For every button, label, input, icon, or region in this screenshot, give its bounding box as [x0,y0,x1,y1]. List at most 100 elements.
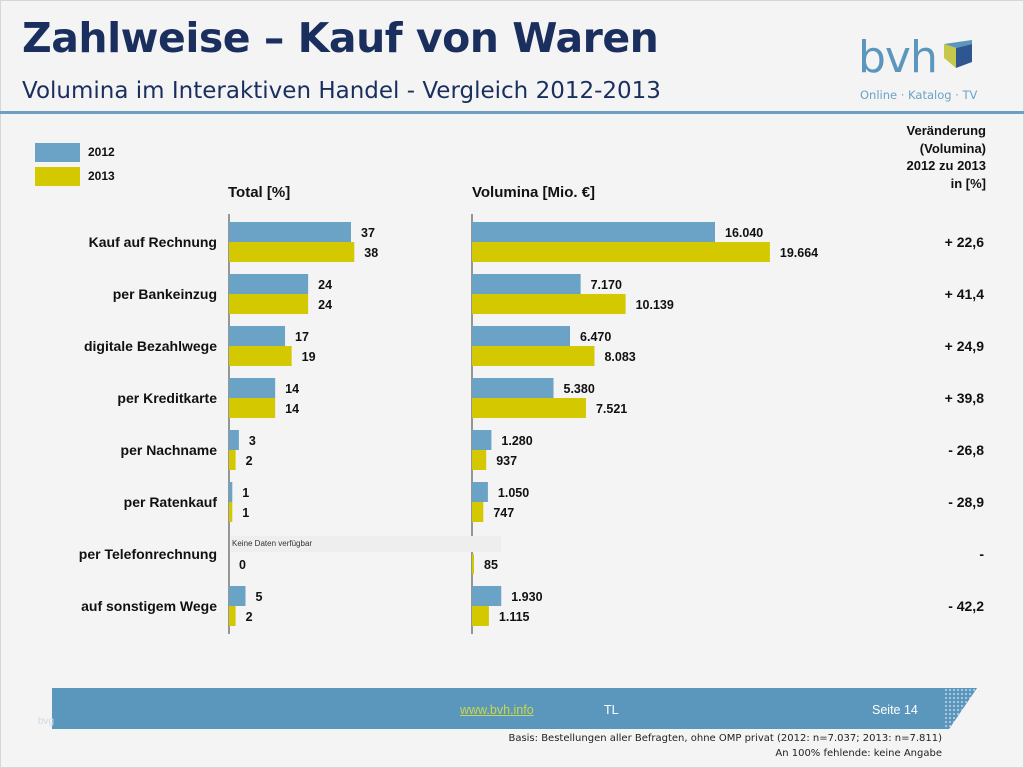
volume-bar-2012 [472,274,581,294]
volume-value-label: 85 [484,558,498,572]
volume-bar-2013 [472,242,770,262]
total-value-label: 0 [239,558,246,572]
footer-author: TL [604,703,619,717]
legend-item-2013: 2013 [35,164,115,188]
volume-value-label: 5.380 [564,382,595,396]
total-value-label: 24 [318,278,332,292]
chart-legend: 2012 2013 [35,140,115,188]
total-bar-2012 [229,430,239,450]
volume-value-label: 1.280 [501,434,532,448]
volume-bar-2013 [472,346,595,366]
legend-label: 2012 [88,145,115,159]
change-header-line: in [%] [950,175,986,191]
legend-item-2012: 2012 [35,140,115,164]
change-value-label: + 41,4 [945,286,985,302]
footer-website-link[interactable]: www.bvh.info [460,703,534,717]
volume-value-label: 1.115 [499,610,530,624]
change-header-line: Veränderung [906,123,986,138]
total-bar-2012 [229,482,233,502]
legend-swatch-2013 [35,166,80,186]
change-value-label: - [979,546,984,562]
total-value-label: 5 [255,590,262,604]
no-data-label: Keine Daten verfügbar [232,539,312,548]
page-title: Zahlweise – Kauf von Waren [22,14,659,62]
volume-bar-2013 [472,502,484,522]
category-label: per Telefonrechnung [79,546,217,562]
volume-value-label: 19.664 [780,246,818,260]
category-label: auf sonstigem Wege [81,598,217,614]
volume-bar-2013 [472,398,586,418]
total-bar-2013 [229,450,236,470]
total-value-label: 38 [364,246,378,260]
legend-label: 2013 [88,169,115,183]
change-value-label: + 22,6 [945,234,985,250]
volume-value-label: 747 [493,506,514,520]
total-bar-2013 [229,346,292,366]
total-value-label: 14 [285,402,299,416]
change-value-label: - 42,2 [948,598,984,614]
category-label: digitale Bezahlwege [84,338,217,354]
volume-value-label: 7.170 [591,278,622,292]
total-value-label: 24 [318,298,332,312]
header-divider [0,111,1024,114]
total-value-label: 1 [242,506,249,520]
total-value-label: 3 [249,434,256,448]
cube-icon [944,40,972,68]
volume-value-label: 1.930 [511,590,542,604]
no-data-box [231,536,501,552]
total-value-label: 2 [246,610,253,624]
change-header-line: (Volumina) [919,140,986,156]
volume-bar-2013 [472,554,474,574]
total-bar-2012 [229,222,351,242]
volume-bar-2013 [472,450,487,470]
total-value-label: 37 [361,226,375,240]
total-bar-2012 [229,378,276,398]
total-value-label: 17 [295,330,309,344]
footnote-basis: Basis: Bestellungen aller Befragten, ohn… [508,733,942,744]
total-value-label: 1 [242,486,249,500]
bvh-logo: bvh Online · Katalog · TV [858,34,988,106]
footer-faint-text: bvg [38,716,55,727]
total-column-header: Total [%] [228,184,291,201]
total-value-label: 2 [246,454,253,468]
total-bar-2012 [229,586,246,606]
volume-value-label: 7.521 [596,402,627,416]
change-header-line: 2012 zu 2013 [906,158,986,173]
total-bar-2013 [229,606,236,626]
change-value-label: + 39,8 [945,390,985,406]
legend-swatch-2012 [35,142,80,162]
total-bar-2012 [229,274,309,294]
volume-value-label: 6.470 [580,330,611,344]
category-label: per Ratenkauf [124,494,218,510]
volume-value-label: 1.050 [498,486,529,500]
volume-bar-2012 [472,430,492,450]
volume-bar-2013 [472,606,489,626]
total-bar-2013 [229,398,276,418]
logo-tagline: Online · Katalog · TV [860,88,978,102]
change-value-label: + 24,9 [945,338,985,354]
total-value-label: 14 [285,382,299,396]
footnote-missing: An 100% fehlende: keine Angabe [775,748,942,759]
category-label: per Nachname [121,442,218,458]
volume-bar-2012 [472,378,554,398]
category-label: Kauf auf Rechnung [89,234,217,250]
volume-bar-2012 [472,222,715,242]
volume-bar-2013 [472,294,626,314]
volume-bar-2012 [472,326,571,346]
volume-value-label: 8.083 [604,350,635,364]
category-label: per Bankeinzug [113,286,217,302]
total-value-label: 19 [302,350,316,364]
page-subtitle: Volumina im Interaktiven Handel - Vergle… [22,78,661,104]
category-label: per Kreditkarte [117,390,217,406]
volume-value-label: 10.139 [636,298,674,312]
change-column-header: Veränderung (Volumina) 2012 zu 2013 in [… [906,122,986,192]
logo-wordmark: bvh [858,32,938,83]
total-bar-2013 [229,242,355,262]
footer-bar [52,688,977,729]
volume-value-label: 937 [496,454,517,468]
volume-value-label: 16.040 [725,226,763,240]
volume-column-header: Volumina [Mio. €] [472,184,596,201]
volume-bar-2012 [472,482,488,502]
footer-page-number: Seite 14 [872,703,918,717]
